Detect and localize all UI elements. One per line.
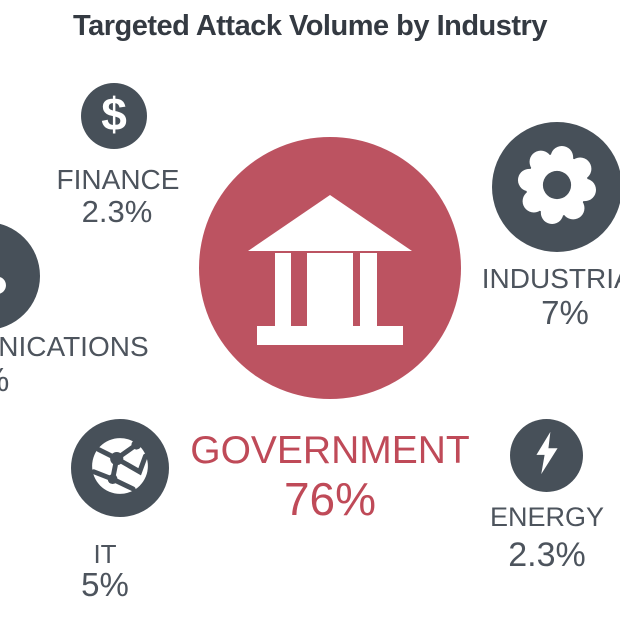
government-value: 76% (283, 473, 377, 525)
chart-title: Targeted Attack Volume by Industry (73, 10, 547, 42)
dollar-icon: $ (101, 88, 127, 140)
finance-label: FINANCE (56, 164, 180, 195)
industrial-bubble (492, 122, 620, 252)
network-globe-icon (79, 425, 161, 512)
communications-value: % (0, 362, 40, 398)
it-bubble (71, 419, 169, 517)
communications-label: COMMUNICATIONS (0, 331, 149, 362)
it-value: 5% (81, 566, 129, 603)
bank-icon (248, 194, 412, 350)
energy-value: 2.3% (508, 536, 586, 574)
energy-label: ENERGY (489, 502, 605, 532)
government-label: GOVERNMENT (190, 429, 470, 472)
finance-value: 2.3% (81, 194, 153, 229)
industrial-value: 7% (541, 294, 589, 331)
lightning-icon (523, 429, 571, 482)
it-label: IT (93, 539, 117, 569)
phone-icon (0, 238, 22, 315)
communications-bubble (0, 222, 40, 330)
industrial-label: INDUSTRIAL (481, 263, 620, 294)
gear-icon (510, 138, 604, 237)
energy-bubble (510, 419, 583, 492)
finance-bubble: $ (81, 83, 147, 149)
government-bubble (199, 137, 461, 399)
